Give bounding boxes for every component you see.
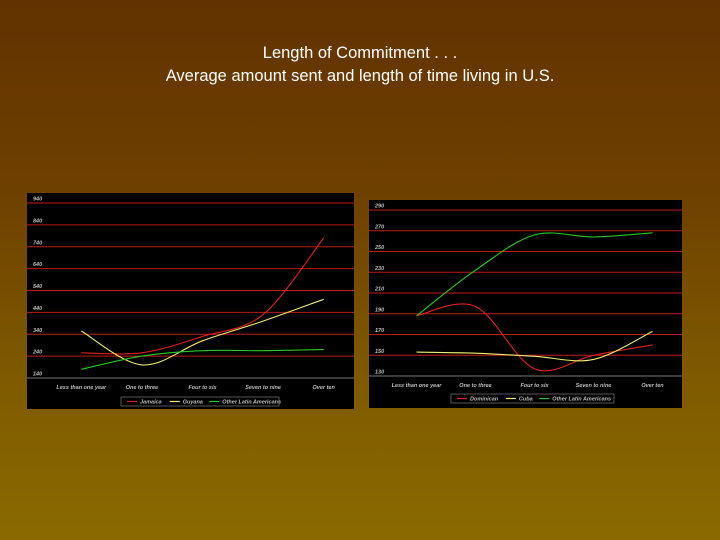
chart-right-x-tick-label: Four to six [520, 383, 549, 389]
chart-left-series-line-2 [81, 298, 324, 366]
chart-left-y-tick-label: 940 [33, 197, 42, 203]
chart-right-legend-label: Other Latin Americans [552, 397, 611, 403]
chart-left-y-tick-label: 840 [33, 218, 42, 224]
chart-left-legend-label: Guyana [183, 400, 203, 406]
slide-title-line-2: Average amount sent and length of time l… [165, 67, 555, 85]
chart-left-y-tick-label: 340 [33, 328, 42, 334]
chart-right-y-tick-label: 130 [375, 370, 384, 376]
chart-right-y-tick-label: 210 [374, 287, 384, 293]
chart-left-y-tick-label: 640 [33, 262, 42, 268]
chart-right-x-tick-label: Less than one year [392, 383, 443, 389]
chart-right-x-tick-label: Over ten [641, 383, 664, 389]
chart-right-svg: 130 150 170 190 210 230 250 270 290 Less than one… [369, 204, 682, 404]
chart-right-series-line-1 [416, 303, 653, 372]
chart-left-x-tick-label: Seven to nine [245, 385, 281, 391]
chart-right-x-tick-label: Seven to nine [576, 383, 612, 389]
chart-right-y-tick-label: 290 [374, 204, 384, 210]
chart-left-y-tick-label: 540 [33, 284, 42, 290]
chart-right-y-tick-label: 150 [375, 349, 384, 355]
chart-left: 140 240 340 440 540 640 740 840 940 Less than one… [27, 193, 354, 409]
chart-right-series-line-2 [416, 330, 653, 362]
chart-left-legend-box [120, 396, 280, 407]
chart-left-svg: 140 240 340 440 540 640 740 840 940 Less than one… [27, 197, 354, 407]
chart-right-y-tick-label: 190 [375, 307, 384, 313]
chart-right-y-tick-label: 170 [375, 328, 384, 334]
chart-left-x-tick-label: One to three [126, 385, 158, 391]
chart-right: 130 150 170 190 210 230 250 270 290 Less than one… [369, 200, 682, 408]
chart-left-x-tick-label: Four to six [188, 385, 217, 391]
chart-right-legend-label: Cuba [519, 397, 533, 403]
chart-left-y-tick-label: 140 [33, 372, 42, 378]
chart-right-series-line-3 [416, 232, 653, 317]
chart-right-y-tick-label: 250 [374, 245, 384, 251]
chart-right-y-tick-label: 270 [374, 224, 384, 230]
chart-left-series-line-3 [81, 349, 324, 370]
chart-right-y-tick-label: 230 [374, 266, 384, 272]
chart-left-x-tick-label: Over ten [313, 385, 336, 391]
chart-left-legend-label: Other Latin Americans [222, 400, 281, 406]
chart-left-y-tick-label: 440 [32, 306, 42, 312]
chart-right-legend-box [450, 393, 615, 404]
chart-right-x-tick-label: One to three [459, 383, 491, 389]
chart-left-y-tick-label: 240 [32, 350, 42, 356]
slide-title: Length of Commitment . . . Average amoun… [0, 42, 720, 88]
slide-title-line-1: Length of Commitment . . . [262, 44, 458, 62]
chart-right-legend-label: Dominican [470, 397, 499, 403]
chart-left-legend-label: Jamaica [140, 400, 162, 406]
chart-left-series-line-1 [81, 237, 325, 355]
chart-left-x-tick-label: Less than one year [56, 385, 107, 391]
chart-left-y-tick-label: 740 [33, 240, 42, 246]
